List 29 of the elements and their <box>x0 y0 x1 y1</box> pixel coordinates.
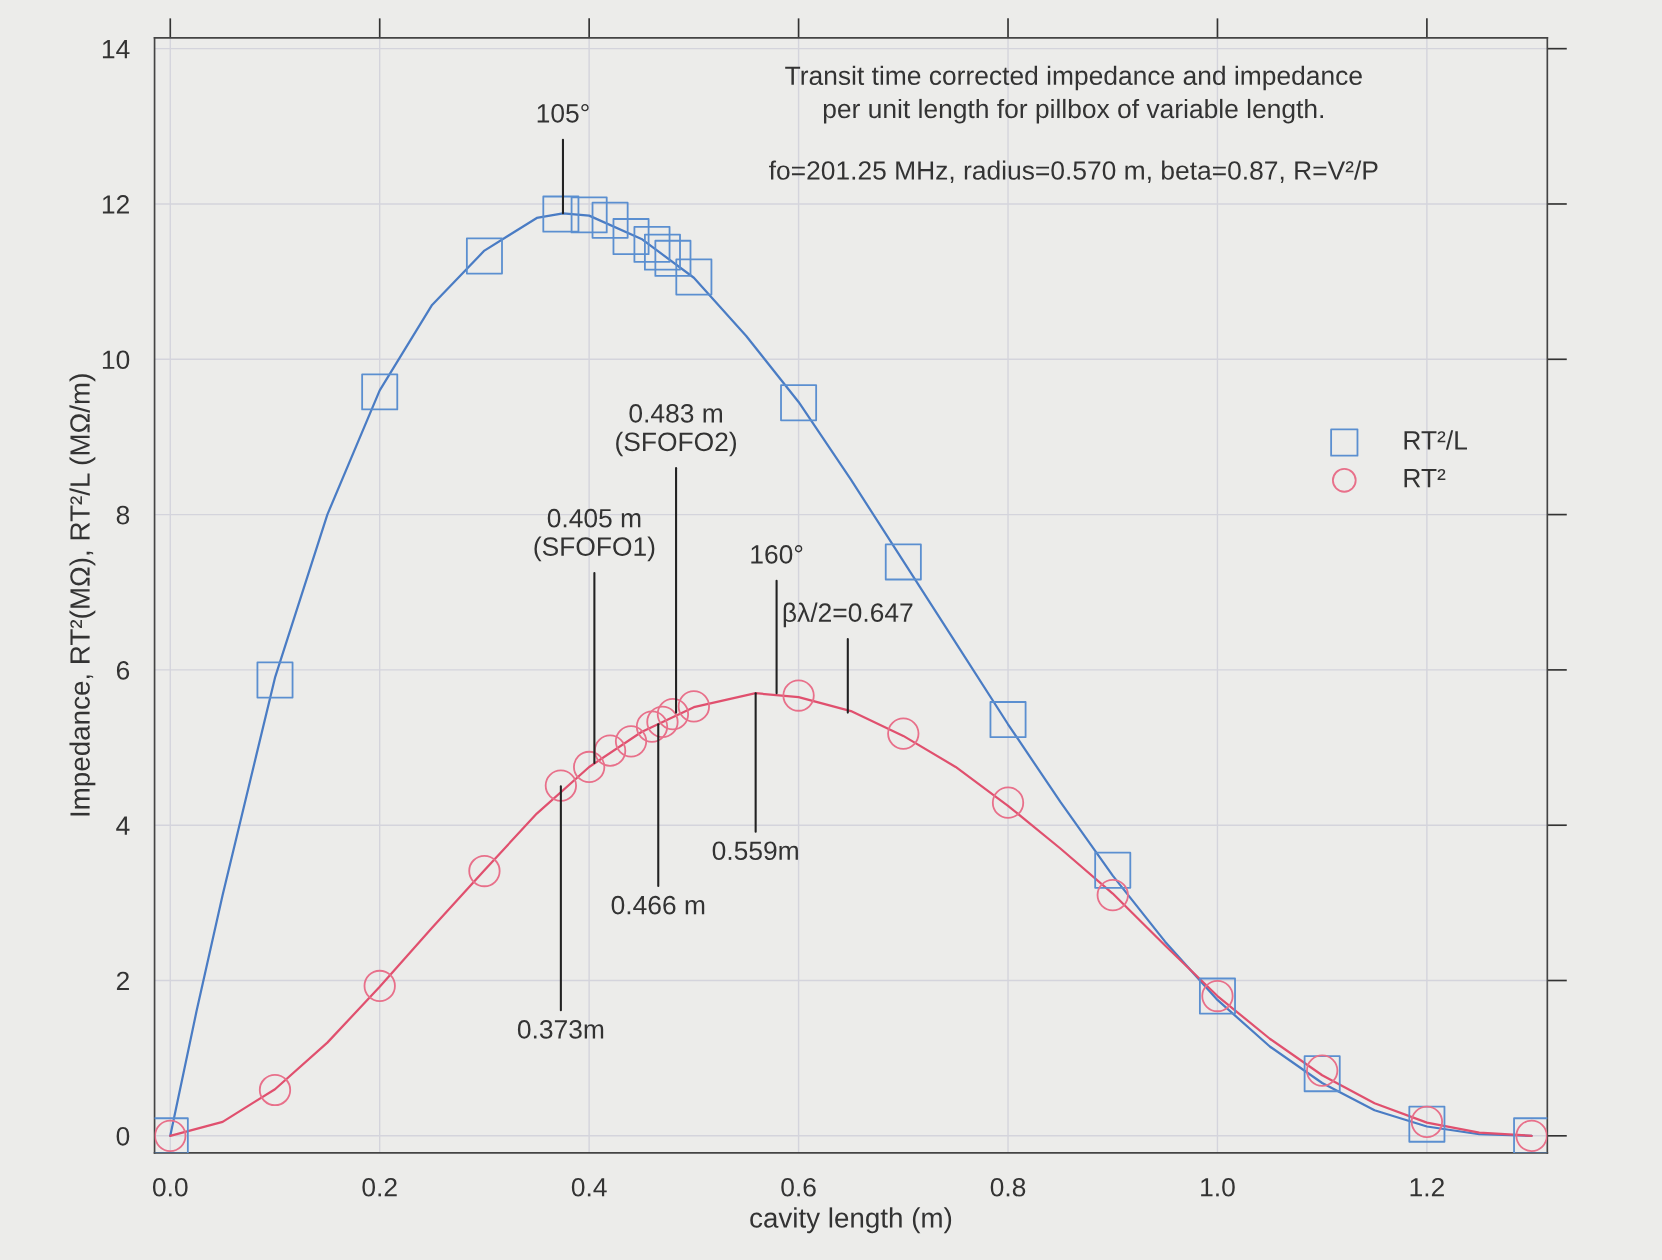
x-tick-label: 0.4 <box>571 1177 607 1197</box>
y-tick-label: 8 <box>116 505 130 525</box>
annotation: 0.466 m <box>611 895 705 915</box>
annotation: 0.373m <box>517 1020 604 1039</box>
text: fo=201.25 MHz, radius=0.570 m, beta=0.87, R=V²/P <box>769 160 1378 183</box>
text: Transit time corrected impedance and impedance per unit length for pillbox of variable length. <box>785 65 1362 124</box>
y-tick-label: 6 <box>116 661 130 680</box>
annotation: 105° <box>537 103 589 123</box>
legend-label: RT²/L <box>1404 430 1467 450</box>
annotation: 0.483 m (SFOFO2) <box>616 404 736 457</box>
annotation: 0.405 m (SFOFO1) <box>534 508 655 562</box>
x-tick-label: 1.2 <box>1410 1177 1444 1197</box>
y-axis-title: Impedance, RT²(MΩ), RT²/L (MΩ/m) <box>69 374 96 816</box>
legend-label: RT² <box>1404 468 1446 488</box>
annotation: 160° <box>751 545 803 564</box>
x-tick-label: 0.8 <box>990 1177 1026 1197</box>
x-tick-label: 0.2 <box>362 1177 397 1197</box>
y-tick-label: 2 <box>116 971 129 991</box>
y-tick-label: 12 <box>102 195 129 214</box>
y-tick-label: 14 <box>102 40 130 59</box>
y-tick-label: 10 <box>102 350 130 370</box>
annotation: βλ/2=0.647 <box>783 602 913 628</box>
x-tick-label: 0.6 <box>781 1177 816 1197</box>
y-tick-label: 0 <box>116 1126 130 1146</box>
x-tick-label: 1.0 <box>1201 1177 1235 1197</box>
x-axis-title: cavity length (m) <box>750 1207 952 1234</box>
y-tick-label: 4 <box>116 816 130 835</box>
x-tick-label: 0.0 <box>152 1177 188 1197</box>
annotation: 0.559m <box>712 841 798 861</box>
